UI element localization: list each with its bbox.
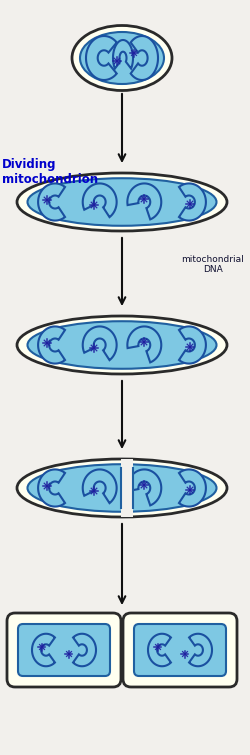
FancyBboxPatch shape	[134, 624, 225, 676]
Polygon shape	[38, 326, 65, 364]
Polygon shape	[127, 470, 161, 505]
Ellipse shape	[28, 178, 216, 226]
Polygon shape	[178, 470, 205, 507]
Polygon shape	[82, 326, 116, 360]
Polygon shape	[178, 183, 205, 220]
Ellipse shape	[17, 459, 226, 517]
FancyBboxPatch shape	[122, 613, 236, 687]
Polygon shape	[112, 40, 132, 69]
Polygon shape	[73, 633, 96, 666]
Polygon shape	[130, 36, 157, 80]
Ellipse shape	[28, 464, 216, 512]
Polygon shape	[32, 633, 55, 666]
Polygon shape	[38, 183, 65, 220]
Polygon shape	[120, 459, 132, 517]
Polygon shape	[188, 633, 211, 666]
Polygon shape	[148, 633, 170, 666]
Polygon shape	[127, 326, 161, 362]
Ellipse shape	[80, 32, 163, 84]
Polygon shape	[127, 183, 161, 220]
Ellipse shape	[72, 26, 171, 91]
Polygon shape	[86, 36, 116, 80]
FancyBboxPatch shape	[7, 613, 120, 687]
Text: mitochondrial
DNA: mitochondrial DNA	[181, 255, 244, 274]
FancyBboxPatch shape	[18, 624, 110, 676]
Ellipse shape	[17, 173, 226, 231]
Polygon shape	[82, 470, 116, 503]
Polygon shape	[82, 183, 116, 217]
Polygon shape	[178, 326, 205, 364]
Ellipse shape	[17, 316, 226, 374]
Polygon shape	[38, 470, 65, 507]
Text: Dividing
mitochondrion: Dividing mitochondrion	[2, 158, 98, 186]
Ellipse shape	[28, 321, 216, 368]
